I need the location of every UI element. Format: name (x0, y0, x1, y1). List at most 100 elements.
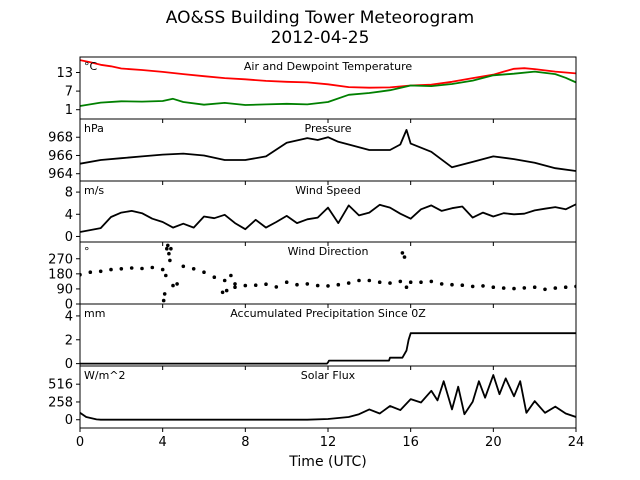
panel-0-unit: °C (84, 60, 98, 73)
panel-3-point (220, 290, 225, 295)
panel-3-point (88, 270, 93, 275)
panel-3-point (181, 264, 186, 269)
xtick-label: 24 (568, 435, 585, 450)
panel-3-point (264, 282, 268, 287)
panel-3-point (553, 286, 558, 290)
panel-1-ytick-label: 968 (48, 131, 73, 146)
panel-3-point (305, 282, 310, 286)
panel-3-point (481, 284, 485, 288)
panel-3-point (224, 288, 229, 293)
panel-3-point (295, 282, 299, 287)
panel-3-point (404, 285, 409, 290)
xtick-label: 0 (76, 435, 84, 450)
panel-4-ytick-label: 4 (65, 309, 73, 324)
panel-3-point (162, 292, 167, 296)
panel-3-ytick-label: 270 (48, 252, 73, 267)
panel-2-ytick-label: 0 (65, 230, 73, 245)
panel-4: 0 2 4 mm Accumulated Precipitation Since 0Z (65, 303, 577, 372)
figure-subtitle: 2012-04-25 (270, 28, 370, 48)
panel-1-ytick-label: 964 (48, 167, 73, 182)
panel-1: 964 966 968 hPa Pressure (48, 118, 577, 185)
panel-3-point (367, 278, 372, 283)
panel-3-point (243, 283, 248, 288)
panel-3-point (419, 280, 423, 285)
panel-3-point (98, 269, 103, 274)
panel-3-point (408, 280, 413, 285)
panel-3-point (388, 281, 392, 285)
panel-3-point (326, 284, 330, 288)
panel-2-title: Wind Speed (295, 184, 361, 197)
panel-4-title: Accumulated Precipitation Since 0Z (230, 307, 426, 320)
panel-1-unit: hPa (84, 122, 104, 135)
panel-0-ytick-label: 13 (56, 66, 73, 81)
panel-3-point (429, 279, 434, 284)
panel-3-point (165, 246, 169, 251)
panel-3-point (336, 282, 341, 287)
panel-3-point (222, 278, 227, 283)
panel-3-point (532, 285, 537, 290)
panel-3-point (168, 258, 172, 263)
xtick-label: 12 (320, 435, 337, 450)
xtick-label: 16 (402, 435, 419, 450)
panel-2-ytick-label: 4 (65, 208, 73, 223)
panel-5-title: Solar Flux (301, 369, 356, 382)
panel-3-point (171, 283, 175, 288)
panel-5-ytick-label: 0 (65, 413, 73, 428)
panel-3-point (450, 282, 454, 287)
xtick-label: 8 (241, 435, 249, 450)
panel-0-title: Air and Dewpoint Temperature (244, 60, 412, 73)
panel-3-point (470, 284, 475, 289)
panel-3-point (129, 266, 134, 270)
panel-3-point (522, 286, 527, 290)
panel-3-point (377, 280, 382, 285)
panel-5-unit: W/m^2 (84, 369, 126, 382)
xtick-label: 4 (159, 435, 167, 450)
panel-5-ytick-label: 258 (48, 395, 73, 410)
panel-0-ytick-label: 1 (65, 103, 73, 118)
panel-3-point (140, 266, 144, 271)
panel-0: 1 7 13 °C Air and Dewpoint Temperature (56, 56, 577, 123)
panel-3-point (109, 267, 113, 272)
panel-3-point (400, 251, 405, 255)
panel-5-ytick-label: 516 (48, 378, 73, 393)
panel-1-ytick-label: 966 (48, 149, 73, 164)
panel-3-point (166, 243, 170, 248)
panel-3-point (512, 286, 516, 291)
panel-3-point (160, 267, 165, 272)
panel-2-ytick-label: 8 (65, 186, 73, 201)
panel-4-unit: mm (84, 307, 105, 320)
panel-3-point (119, 267, 124, 271)
panel-4-series-0 (80, 332, 576, 365)
panel-3-point (315, 283, 320, 288)
panel-3-unit: ° (84, 245, 90, 258)
panel-3-point (191, 267, 196, 271)
panel-3-title: Wind Direction (288, 245, 369, 258)
panel-3-point (357, 278, 361, 283)
panel-2-unit: m/s (84, 184, 104, 197)
panel-3-point (164, 273, 168, 278)
panel-4-ytick-label: 0 (65, 357, 73, 372)
panel-3-point (284, 280, 289, 285)
panel-1-title: Pressure (305, 122, 352, 135)
panel-3-point (491, 285, 496, 290)
panel-3-point (161, 298, 166, 303)
panel-3-point (460, 283, 465, 288)
xtick-label: 20 (485, 435, 502, 450)
panel-5: 0 258 516 0 4 8 12 16 20 24 W/m^2 Solar Flux (48, 365, 585, 450)
panel-3-point (233, 282, 237, 286)
figure-title: AO&SS Building Tower Meteorogram (165, 8, 475, 28)
panel-3-point (439, 282, 444, 286)
panel-3-point (150, 265, 155, 270)
panel-3-point (398, 279, 403, 284)
x-axis-label: Time (UTC) (288, 454, 366, 470)
panel-1-series-0 (80, 129, 576, 172)
panel-0-ytick-label: 7 (65, 85, 73, 100)
panel-3-point (169, 246, 173, 251)
panel-3-point (346, 281, 351, 285)
panel-3-point (202, 270, 206, 275)
panel-0-series-0 (80, 59, 576, 89)
panel-2-series-0 (80, 203, 576, 233)
panel-3-point (167, 251, 171, 256)
panel-0-series-1 (80, 70, 576, 107)
